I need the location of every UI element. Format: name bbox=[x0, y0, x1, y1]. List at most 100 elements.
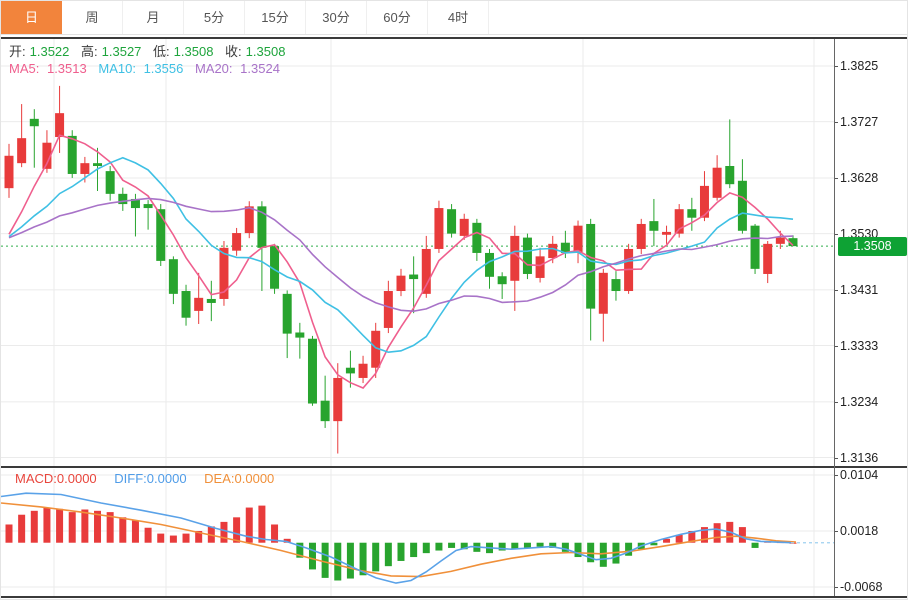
close-value: 1.3508 bbox=[245, 44, 286, 59]
candle-body bbox=[485, 252, 495, 277]
candle-body bbox=[143, 204, 153, 209]
open-label: 开: bbox=[9, 44, 26, 59]
price-axis-label: 1.3431 bbox=[833, 282, 879, 297]
ma10-label: MA10: bbox=[98, 61, 136, 76]
candlestick-chart[interactable] bbox=[1, 38, 834, 466]
macd-axis-label: -0.0068 bbox=[833, 580, 883, 594]
macd-histogram-bar bbox=[5, 524, 13, 543]
candle-body bbox=[447, 209, 457, 234]
candle-body bbox=[737, 180, 747, 231]
macd-value: 0.0000 bbox=[56, 471, 97, 486]
open-value: 1.3522 bbox=[29, 44, 70, 59]
macd-histogram-bar bbox=[81, 509, 89, 543]
macd-histogram-bar bbox=[283, 538, 291, 543]
price-axis-label: 1.3628 bbox=[833, 170, 879, 185]
bottom-border bbox=[1, 596, 907, 598]
candle-body bbox=[307, 338, 317, 404]
close-label: 收: bbox=[225, 44, 242, 59]
ma-legend: MA5: 1.3513 MA10: 1.3556 MA20: 1.3524 bbox=[9, 61, 288, 76]
chart-top-border bbox=[1, 37, 907, 39]
macd-chart[interactable] bbox=[1, 468, 834, 596]
macd-histogram-bar bbox=[536, 542, 544, 547]
macd-histogram-bar bbox=[359, 542, 367, 576]
candle-body bbox=[345, 367, 355, 374]
macd-histogram-bar bbox=[43, 507, 51, 543]
tab-timeframe-3[interactable]: 5分 bbox=[184, 1, 245, 34]
macd-histogram-bar bbox=[334, 542, 342, 581]
macd-histogram-bar bbox=[245, 507, 253, 543]
macd-histogram-bar bbox=[321, 542, 329, 578]
candle-body bbox=[244, 206, 254, 234]
price-axis-label: 1.3727 bbox=[833, 114, 879, 129]
candle-body bbox=[522, 237, 532, 274]
macd-label: MACD: bbox=[15, 471, 57, 486]
macd-histogram-bar bbox=[397, 542, 405, 561]
tab-timeframe-6[interactable]: 60分 bbox=[367, 1, 428, 34]
macd-histogram-bar bbox=[549, 542, 557, 548]
candle-body bbox=[396, 275, 406, 292]
current-price-badge: 1.3508 bbox=[838, 236, 907, 256]
macd-histogram-bar bbox=[523, 542, 531, 548]
candle-body bbox=[434, 208, 444, 249]
candle-body bbox=[93, 163, 103, 167]
macd-histogram-bar bbox=[587, 542, 595, 563]
macd-histogram-bar bbox=[599, 542, 607, 567]
macd-histogram-bar bbox=[157, 533, 165, 543]
candle-body bbox=[535, 256, 545, 278]
macd-histogram-bar bbox=[435, 542, 443, 551]
candle-body bbox=[105, 171, 115, 194]
tab-timeframe-1[interactable]: 周 bbox=[62, 1, 123, 34]
candle-body bbox=[130, 198, 140, 209]
candle-body bbox=[497, 276, 507, 285]
tab-timeframe-0[interactable]: 日 bbox=[1, 1, 62, 34]
macd-histogram-bar bbox=[625, 542, 633, 556]
candle-body bbox=[118, 193, 128, 205]
candle-body bbox=[156, 209, 166, 261]
macd-histogram-bar bbox=[106, 512, 114, 543]
timeframe-tabbar: 日周月 5分 15分 30分 60分 4时 bbox=[1, 1, 907, 35]
macd-histogram-bar bbox=[220, 521, 228, 543]
macd-histogram-bar bbox=[498, 542, 506, 551]
candle-body bbox=[333, 377, 343, 422]
candle-body bbox=[725, 166, 735, 185]
candle-body bbox=[788, 238, 798, 247]
candle-body bbox=[67, 135, 77, 174]
price-axis-label: 1.3825 bbox=[833, 59, 879, 73]
macd-histogram-bar bbox=[460, 542, 468, 550]
macd-histogram-bar bbox=[94, 510, 102, 543]
diff-value: 0.0000 bbox=[146, 471, 187, 486]
macd-histogram-bar bbox=[18, 514, 26, 543]
tab-timeframe-4[interactable]: 15分 bbox=[245, 1, 306, 34]
macd-histogram-bar bbox=[713, 523, 721, 543]
macd-histogram-bar bbox=[258, 505, 266, 543]
price-axis-label: 1.3234 bbox=[833, 394, 879, 409]
macd-histogram-bar bbox=[308, 542, 316, 570]
macd-histogram-bar bbox=[372, 542, 380, 572]
ma20-value: 1.3524 bbox=[240, 61, 280, 76]
candle-body bbox=[472, 222, 482, 253]
dea-value: 0.0000 bbox=[234, 471, 275, 486]
macd-histogram-bar bbox=[448, 542, 456, 548]
dea-label: DEA: bbox=[204, 471, 235, 486]
macd-histogram-bar bbox=[751, 542, 759, 548]
candle-body bbox=[649, 221, 659, 231]
tab-timeframe-5[interactable]: 30分 bbox=[306, 1, 367, 34]
candle-body bbox=[282, 293, 292, 334]
macd-histogram-bar bbox=[233, 517, 241, 543]
tab-timeframe-7[interactable]: 4时 bbox=[428, 1, 489, 34]
macd-histogram-bar bbox=[56, 508, 64, 543]
candle-body bbox=[421, 248, 431, 294]
macd-axis-label: 0.0018 bbox=[833, 524, 879, 538]
macd-histogram-bar bbox=[169, 535, 177, 543]
candle-body bbox=[775, 237, 785, 244]
candle-body bbox=[699, 185, 709, 218]
tab-timeframe-2[interactable]: 月 bbox=[123, 1, 184, 34]
macd-histogram-bar bbox=[574, 542, 582, 558]
high-value: 1.3527 bbox=[101, 44, 142, 59]
macd-histogram-bar bbox=[561, 542, 569, 552]
candle-body bbox=[750, 225, 760, 269]
macd-histogram-bar bbox=[384, 542, 392, 567]
price-axis-label: 1.3136 bbox=[833, 450, 879, 465]
macd-histogram-bar bbox=[410, 542, 418, 558]
